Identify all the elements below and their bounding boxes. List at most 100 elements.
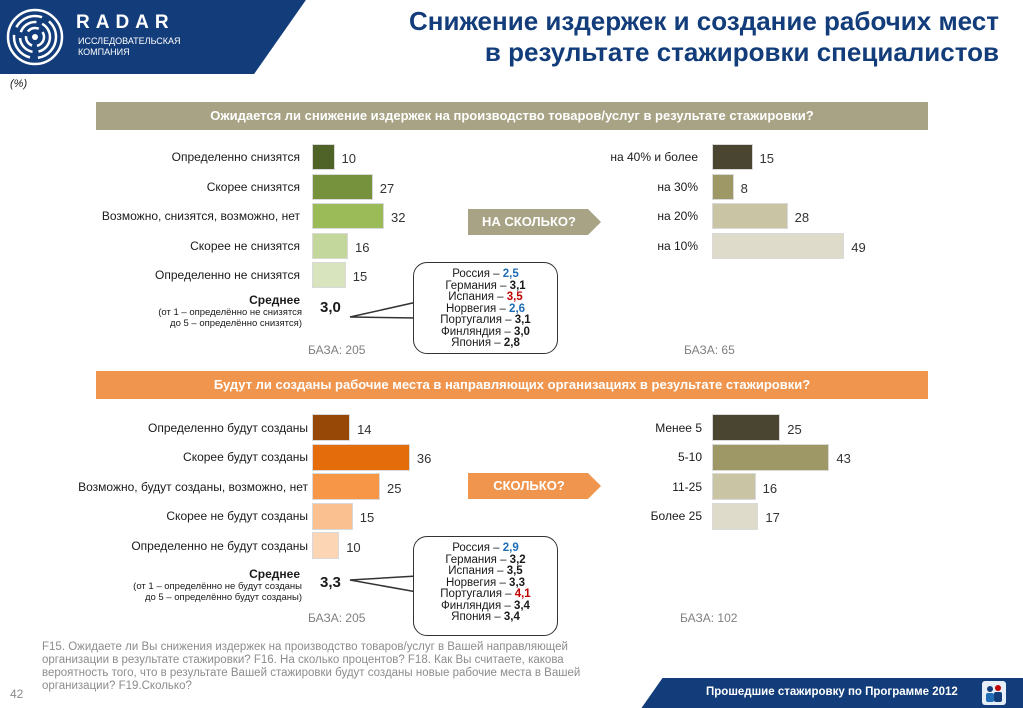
- jobs-count-category-label: Более 25: [650, 509, 702, 523]
- jobs-followup-base: БАЗА: 102: [680, 611, 738, 625]
- costs-size-bar: [712, 144, 753, 170]
- costs-callout-pointer: [349, 301, 418, 319]
- costs-mean-label: Среднее: [249, 293, 300, 307]
- jobs-question-banner: Будут ли созданы рабочие места в направл…: [96, 371, 928, 399]
- country-name: Норвегия –: [445, 302, 510, 315]
- country-mean-value: 3,0: [513, 325, 530, 338]
- jobs-mean-note: (от 1 – определённо не будут созданы до …: [133, 581, 302, 603]
- country-name: Испания –: [448, 291, 507, 303]
- country-name: Финляндия –: [441, 599, 514, 612]
- country-mean-row: Россия – 2,5: [414, 268, 557, 281]
- country-name: Португалия –: [440, 314, 515, 326]
- costs-base: БАЗА: 205: [308, 343, 366, 357]
- costs-expectation-category-label: Скорее снизятся: [206, 179, 300, 194]
- costs-size-bar: [712, 173, 734, 200]
- costs-expectation-value-label: 16: [355, 239, 370, 255]
- country-mean-row: Португалия – 3,1: [414, 314, 557, 327]
- jobs-expectation-bar: [312, 473, 380, 500]
- country-mean-row: Финляндия – 3,4: [414, 599, 557, 613]
- jobs-count-category-label: Менее 5: [655, 420, 702, 435]
- jobs-expectation-value-label: 15: [359, 510, 375, 525]
- page-number: 42: [10, 687, 24, 701]
- jobs-mean-value: 3,3: [320, 574, 341, 591]
- jobs-count-category-label: 5-10: [677, 450, 702, 464]
- country-mean-row: Германия – 3,1: [414, 280, 557, 293]
- costs-expectation-value-label: 15: [352, 269, 368, 284]
- country-mean-row: Финляндия – 3,0: [414, 325, 557, 339]
- header-band: [0, 0, 360, 74]
- jobs-callout-pointer: [349, 575, 418, 593]
- footnote: F15. Ожидаете ли Вы снижения издержек на…: [42, 641, 581, 692]
- country-name: Япония –: [451, 611, 504, 623]
- costs-followup-base: БАЗА: 65: [684, 343, 735, 357]
- costs-expectation-value-label: 32: [391, 210, 406, 225]
- costs-mean-note: (от 1 – определённо не снизятся до 5 – о…: [158, 307, 302, 329]
- costs-expectation-bar: [312, 232, 348, 259]
- radar-logo-icon: [6, 8, 64, 66]
- country-name: Испания –: [448, 565, 507, 577]
- country-mean-row: Россия – 2,9: [414, 542, 557, 555]
- costs-expectation-category-label: Скорее не снизятся: [190, 238, 300, 253]
- country-mean-value: 3,5: [506, 291, 523, 303]
- jobs-expectation-category-label: Определенно не будут созданы: [131, 538, 308, 553]
- jobs-mean-label: Среднее: [249, 567, 300, 581]
- jobs-expectation-bar: [312, 502, 353, 530]
- jobs-count-bar: [712, 443, 830, 471]
- costs-arrow-shape: [468, 209, 601, 235]
- country-mean-row: Япония – 2,8: [414, 337, 557, 350]
- footer-label: Прошедшие стажировку по Программе 2012: [706, 686, 958, 698]
- jobs-how-many-label: СКОЛЬКО?: [493, 478, 565, 493]
- costs-size-value-label: 8: [740, 180, 748, 196]
- country-name: Норвегия –: [445, 576, 510, 589]
- country-mean-row: Испания – 3,5: [414, 291, 557, 304]
- jobs-expectation-category-label: Возможно, будут созданы, возможно, нет: [78, 479, 308, 494]
- jobs-count-bar: [712, 502, 759, 530]
- country-mean-value: 3,4: [503, 611, 520, 623]
- jobs-arrow-shape: [468, 473, 601, 499]
- costs-how-much-label: НА СКОЛЬКО?: [482, 214, 576, 229]
- country-name: Россия –: [452, 542, 503, 554]
- jobs-expectation-value-label: 25: [387, 480, 402, 496]
- people-icon: [982, 681, 1006, 705]
- costs-size-category-label: на 30%: [657, 179, 698, 194]
- page-title: Снижение издержек и создание рабочих мес…: [409, 6, 999, 67]
- jobs-expectation-value-label: 36: [416, 451, 432, 466]
- costs-expectation-value-label: 10: [341, 151, 356, 166]
- country-mean-row: Испания – 3,5: [414, 565, 557, 578]
- costs-mean-value: 3,0: [320, 299, 341, 316]
- costs-expectation-bar: [312, 203, 384, 229]
- country-mean-value: 3,3: [509, 576, 526, 589]
- country-name: Россия –: [452, 268, 503, 280]
- costs-expectation-category-label: Определенно снизятся: [171, 150, 300, 164]
- jobs-expectation-category-label: Скорее будут созданы: [183, 450, 308, 464]
- costs-expectation-category-label: Возможно, снизятся, возможно, нет: [101, 209, 300, 223]
- country-mean-value: 3,5: [506, 565, 523, 577]
- country-mean-row: Германия – 3,2: [414, 553, 557, 567]
- costs-size-bar: [712, 203, 788, 229]
- country-mean-value: 3,2: [509, 553, 526, 566]
- jobs-count-category-label: 11-25: [672, 479, 702, 494]
- costs-expectation-bar: [312, 144, 335, 170]
- country-name: Япония –: [451, 337, 504, 349]
- jobs-count-value-label: 25: [787, 421, 802, 437]
- jobs-country-means-callout: Россия – 2,9 Германия – 3,2 Испания – 3,5 Н…: [413, 536, 558, 636]
- country-mean-value: 2,8: [503, 337, 520, 349]
- country-mean-row: Норвегия – 2,6: [414, 302, 557, 316]
- units-note: (%): [10, 78, 28, 90]
- costs-size-bar: [712, 232, 845, 259]
- brand-name: RADAR: [76, 12, 175, 33]
- costs-expectation-bar: [312, 262, 346, 288]
- country-mean-row: Япония – 3,4: [414, 611, 557, 624]
- costs-expectation-bar: [312, 173, 373, 200]
- country-mean-row: Норвегия – 3,3: [414, 576, 557, 590]
- country-name: Германия –: [445, 553, 510, 566]
- costs-country-means-callout: Россия – 2,5 Германия – 3,1 Испания – 3,5 Н…: [413, 262, 558, 354]
- footer-band: [676, 678, 1023, 708]
- costs-size-value-label: 28: [794, 210, 810, 225]
- country-mean-value: 2,6: [509, 302, 526, 315]
- jobs-expectation-value-label: 10: [346, 539, 361, 555]
- jobs-expectation-bar: [312, 532, 340, 559]
- jobs-count-value-label: 16: [762, 480, 778, 496]
- country-name: Финляндия –: [441, 325, 514, 338]
- jobs-base: БАЗА: 205: [308, 611, 366, 625]
